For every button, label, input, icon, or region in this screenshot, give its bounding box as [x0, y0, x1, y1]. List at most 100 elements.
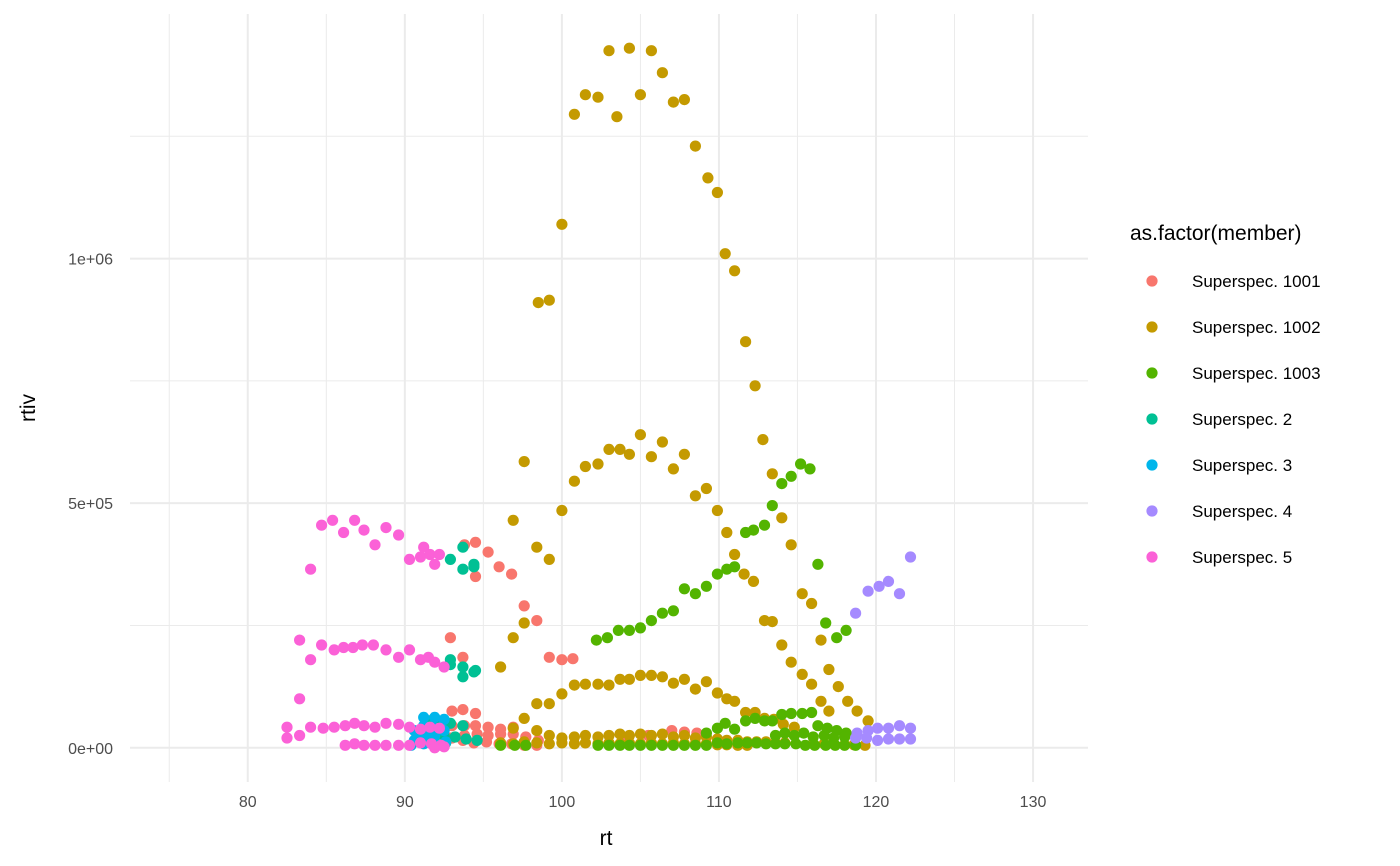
data-point [678, 673, 691, 685]
data-point [281, 721, 293, 733]
data-point [482, 729, 494, 742]
data-point [656, 671, 669, 683]
data-point [403, 553, 416, 566]
data-point [429, 742, 441, 754]
data-point [882, 722, 895, 734]
data-point [623, 42, 636, 54]
data-point [623, 739, 636, 751]
data-point [779, 738, 791, 750]
data-point [776, 512, 788, 524]
data-point [645, 615, 658, 627]
data-point [796, 668, 808, 681]
data-point [614, 673, 626, 685]
data-point [328, 644, 340, 656]
legend-label: Superspec. 1002 [1192, 318, 1321, 337]
data-point [518, 600, 530, 612]
x-axis-tick-labels: 80 90 100 110 120 130 [239, 794, 1047, 811]
y-tick-label: 1e+06 [68, 252, 113, 269]
data-point [457, 563, 469, 575]
data-point [882, 733, 895, 745]
data-point [414, 737, 427, 749]
data-point [788, 729, 800, 742]
data-point [482, 546, 494, 558]
data-point [785, 539, 797, 551]
data-point [457, 661, 469, 673]
data-point [812, 720, 824, 732]
data-point [531, 737, 543, 749]
data-point [556, 654, 568, 666]
data-point [482, 721, 494, 733]
data-point [839, 739, 851, 751]
major-gridlines [130, 14, 1088, 782]
data-point [776, 708, 788, 721]
data-point [779, 727, 791, 739]
data-point [403, 721, 416, 733]
data-point [829, 739, 841, 751]
data-point [418, 711, 430, 724]
data-point [882, 575, 895, 588]
data-point [495, 739, 507, 751]
data-point [567, 653, 579, 665]
data-point [785, 707, 797, 720]
data-point [893, 720, 906, 732]
data-point [347, 641, 359, 654]
data-point [369, 721, 381, 733]
data-point [338, 526, 350, 539]
data-point [543, 553, 555, 566]
data-point [471, 734, 483, 747]
data-point [700, 482, 713, 495]
data-point [429, 711, 441, 724]
data-point [678, 448, 691, 460]
data-point [729, 265, 741, 277]
data-point [568, 108, 581, 120]
data-point [796, 588, 808, 600]
data-point [424, 721, 436, 733]
data-point [339, 739, 351, 751]
data-point [769, 738, 782, 750]
data-point [623, 448, 636, 460]
x-tick-label: 100 [549, 794, 576, 811]
data-point [790, 738, 802, 750]
data-point [806, 706, 818, 719]
data-point [294, 693, 306, 705]
data-point [776, 478, 788, 490]
y-axis-tick-labels: 0e+00 5e+05 1e+06 [68, 252, 113, 758]
data-point [702, 172, 714, 184]
data-point [689, 588, 702, 600]
data-point [518, 712, 530, 725]
data-point [543, 651, 555, 663]
data-point [711, 568, 724, 580]
data-point [614, 728, 626, 740]
legend-label: Superspec. 4 [1192, 502, 1292, 521]
legend-key [1146, 505, 1158, 517]
data-point [414, 551, 427, 563]
data-point [438, 661, 450, 673]
data-point [543, 738, 555, 750]
data-point [305, 563, 317, 575]
data-point [433, 548, 445, 561]
data-point [769, 729, 782, 742]
minor-gridlines [130, 14, 1088, 782]
data-point [281, 732, 293, 744]
data-point [592, 678, 604, 690]
data-point [469, 720, 482, 732]
data-point [603, 45, 615, 57]
data-point [766, 500, 778, 512]
data-point [469, 536, 482, 548]
y-tick-label: 0e+00 [68, 741, 113, 758]
x-tick-label: 80 [239, 794, 257, 811]
legend-key [1146, 459, 1158, 471]
data-point [457, 671, 469, 683]
data-point [721, 738, 733, 750]
data-point [840, 624, 852, 637]
data-point [799, 739, 811, 751]
data-point [449, 731, 461, 743]
data-point [893, 588, 906, 600]
data-point [785, 656, 797, 668]
data-point [369, 539, 381, 551]
data-point [807, 731, 819, 743]
data-point [414, 723, 427, 735]
data-point [634, 429, 647, 441]
data-point [719, 717, 731, 729]
data-point [700, 580, 713, 592]
